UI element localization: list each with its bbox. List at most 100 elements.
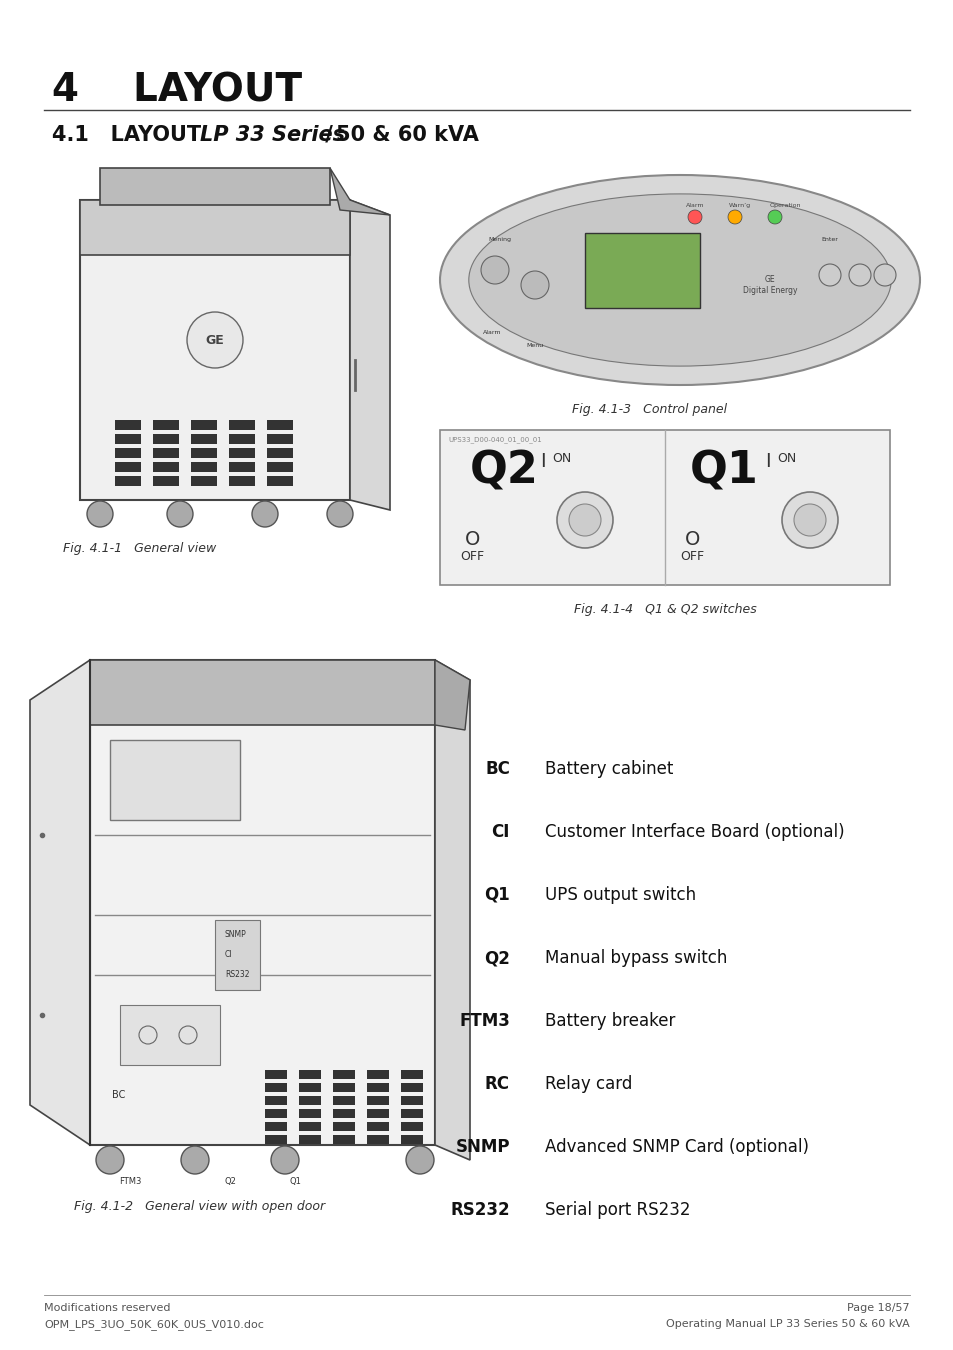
Bar	[265, 1135, 287, 1143]
Bar	[298, 1083, 320, 1092]
Text: Alarm: Alarm	[482, 329, 500, 335]
Text: Fig. 4.1-3   Control panel: Fig. 4.1-3 Control panel	[572, 404, 727, 416]
Text: Relay card: Relay card	[544, 1075, 632, 1094]
Text: Serial port RS232: Serial port RS232	[544, 1202, 690, 1219]
Bar	[267, 448, 293, 458]
Bar	[367, 1083, 389, 1092]
Text: Q2: Q2	[483, 949, 510, 967]
Text: Battery breaker: Battery breaker	[544, 1012, 675, 1030]
Circle shape	[818, 265, 841, 286]
Text: FTM3: FTM3	[119, 1177, 141, 1187]
Polygon shape	[435, 660, 470, 730]
Text: Operation: Operation	[768, 202, 800, 208]
Text: CI: CI	[491, 824, 510, 841]
Ellipse shape	[468, 194, 890, 366]
Polygon shape	[435, 660, 470, 1160]
Bar	[229, 420, 254, 431]
Bar	[267, 477, 293, 486]
Text: 4.1   LAYOUT: 4.1 LAYOUT	[52, 126, 208, 144]
Bar	[298, 1096, 320, 1106]
Circle shape	[568, 504, 600, 536]
Circle shape	[87, 501, 112, 526]
Text: Menu: Menu	[526, 343, 543, 348]
Bar	[229, 448, 254, 458]
Text: CI: CI	[225, 950, 233, 958]
Text: RS232: RS232	[450, 1202, 510, 1219]
Text: Page 18/57: Page 18/57	[846, 1303, 909, 1314]
Text: Customer Interface Board (optional): Customer Interface Board (optional)	[544, 824, 843, 841]
Bar	[400, 1071, 422, 1079]
Text: Enter: Enter	[821, 238, 838, 242]
Text: Q2: Q2	[470, 450, 538, 493]
Text: RS232: RS232	[225, 971, 250, 979]
Circle shape	[187, 312, 243, 369]
Bar	[298, 1135, 320, 1143]
Bar	[333, 1096, 355, 1106]
Text: UPS33_D00-040_01_00_01: UPS33_D00-040_01_00_01	[448, 436, 541, 443]
Text: GE: GE	[206, 333, 224, 347]
Circle shape	[520, 271, 548, 298]
Bar	[115, 433, 141, 444]
Text: FTM3: FTM3	[458, 1012, 510, 1030]
Bar	[110, 740, 240, 819]
Bar	[152, 448, 179, 458]
Bar	[229, 433, 254, 444]
Bar	[115, 477, 141, 486]
Circle shape	[327, 501, 353, 526]
Text: OPM_LPS_3UO_50K_60K_0US_V010.doc: OPM_LPS_3UO_50K_60K_0US_V010.doc	[44, 1319, 264, 1330]
Text: Warn’g: Warn’g	[728, 202, 750, 208]
Bar	[298, 1108, 320, 1118]
Bar	[229, 462, 254, 472]
Bar	[115, 448, 141, 458]
Bar	[439, 431, 889, 585]
Polygon shape	[100, 167, 330, 205]
Text: I: I	[539, 452, 545, 471]
Bar	[267, 462, 293, 472]
Circle shape	[687, 211, 701, 224]
Text: Manual bypass switch: Manual bypass switch	[544, 949, 726, 967]
Bar	[265, 1083, 287, 1092]
Circle shape	[767, 211, 781, 224]
Text: Operating Manual LP 33 Series 50 & 60 kVA: Operating Manual LP 33 Series 50 & 60 kV…	[665, 1319, 909, 1328]
Bar	[333, 1135, 355, 1143]
Text: 4    LAYOUT: 4 LAYOUT	[52, 72, 302, 109]
Text: Q2: Q2	[224, 1177, 235, 1187]
Bar	[267, 433, 293, 444]
Text: O: O	[464, 531, 480, 549]
Bar	[44, 167, 403, 558]
Circle shape	[181, 1146, 209, 1174]
Polygon shape	[30, 660, 90, 1145]
Bar	[400, 1096, 422, 1106]
Bar	[400, 1122, 422, 1131]
Text: O: O	[684, 531, 700, 549]
Text: Modifications reserved: Modifications reserved	[44, 1303, 171, 1314]
Text: Fig. 4.1-1   General view: Fig. 4.1-1 General view	[63, 541, 216, 555]
Text: BC: BC	[485, 760, 510, 778]
Bar	[115, 462, 141, 472]
Bar	[265, 1122, 287, 1131]
Polygon shape	[90, 660, 435, 1145]
Ellipse shape	[439, 176, 919, 385]
Text: SNMP: SNMP	[225, 930, 247, 940]
Text: Fig. 4.1-4   Q1 & Q2 switches: Fig. 4.1-4 Q1 & Q2 switches	[573, 603, 756, 616]
Text: Mening: Mening	[488, 238, 511, 242]
Circle shape	[557, 491, 613, 548]
Bar	[120, 1004, 220, 1065]
Circle shape	[252, 501, 277, 526]
Text: GE
Digital Energy: GE Digital Energy	[742, 275, 797, 294]
Bar	[298, 1071, 320, 1079]
Bar	[367, 1108, 389, 1118]
Text: 50 & 60 kVA: 50 & 60 kVA	[335, 126, 478, 144]
Bar	[333, 1083, 355, 1092]
Bar	[265, 1096, 287, 1106]
Bar	[367, 1096, 389, 1106]
Bar	[333, 1108, 355, 1118]
Bar	[267, 420, 293, 431]
Bar	[115, 420, 141, 431]
Bar	[367, 1071, 389, 1079]
Text: /: /	[317, 126, 340, 144]
Polygon shape	[350, 200, 390, 510]
Bar	[367, 1135, 389, 1143]
Bar	[400, 1135, 422, 1143]
Text: ON: ON	[552, 452, 571, 464]
